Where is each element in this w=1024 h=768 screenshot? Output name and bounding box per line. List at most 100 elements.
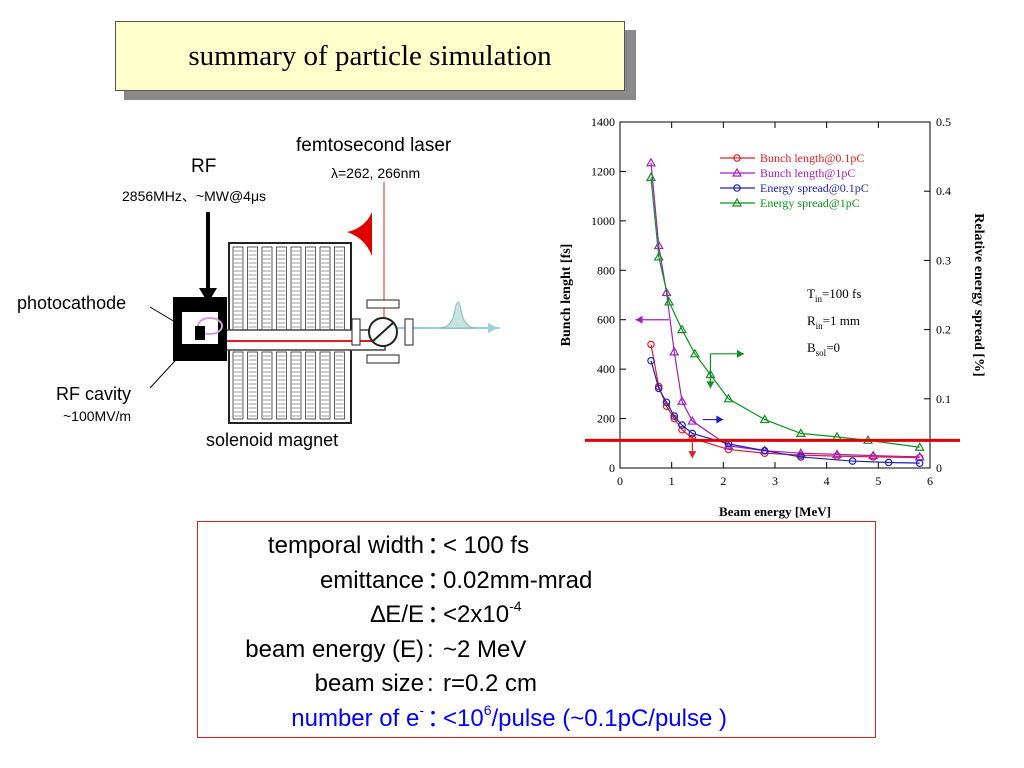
data-point: [661, 287, 672, 297]
data-point: [848, 457, 857, 465]
coil-segment: [305, 246, 316, 334]
annotation-line: Bsol=0: [807, 340, 840, 358]
rf-cavity: [173, 297, 227, 361]
coil-segment: [319, 351, 331, 420]
x-axis-label: Beam energy [MeV]: [719, 504, 831, 519]
summary-value: < 100 fs: [443, 532, 530, 559]
data-point: [654, 384, 663, 393]
title-text: summary of particle simulation: [188, 39, 552, 72]
y-tick-label: 600: [597, 313, 615, 327]
data-point: [687, 415, 698, 425]
data-point: [662, 398, 671, 407]
beam-arrow-head: [488, 323, 498, 333]
y-tick-label: 1200: [591, 164, 615, 178]
rf-spec: 2856MHz、~MW@4μs: [122, 188, 267, 204]
y-tick-label: 400: [597, 362, 615, 376]
coil-segment: [334, 351, 345, 420]
data-point: [914, 442, 925, 451]
summary-value: <2x10-4: [443, 598, 522, 628]
y-tick-label: 1400: [591, 115, 615, 129]
summary-row: temporal width： < 100 fs: [198, 530, 875, 562]
solenoid-magnet: [228, 242, 352, 424]
summary-row: beam energy (E): ~2 MeV: [198, 634, 875, 666]
summary-sep: ：: [427, 601, 451, 628]
series-line: [650, 360, 920, 464]
arrow-blue: [702, 415, 724, 424]
x-tick-label: 3: [772, 474, 778, 488]
data-point: [670, 412, 679, 420]
x-tick-label: 5: [875, 474, 881, 488]
coil-segment: [247, 246, 258, 334]
legend-label: Energy spread@1pC: [760, 196, 860, 210]
x-tick-label: 6: [927, 474, 933, 488]
coil-segment: [305, 351, 316, 420]
data-point: [759, 414, 770, 424]
coil-segment: [232, 351, 244, 420]
series-Energy spread@0.1pC: [647, 356, 924, 467]
rf-cavity-gradient: ~100MV/m: [63, 408, 132, 424]
rf-arrow-head: [199, 288, 217, 303]
data-point: [647, 356, 655, 365]
laser-pulse-icon: [347, 212, 372, 256]
photocathode-label: photocathode: [17, 293, 127, 313]
series-line: [650, 177, 920, 448]
arrow-purple: [635, 315, 670, 324]
rf-cavity-label: RF cavity: [56, 384, 132, 404]
summary-box: temporal width： < 100 fs emittance： 0.02mm…: [197, 521, 876, 738]
data-point: [723, 440, 734, 450]
annotation-line: Rin=1 mm: [807, 313, 860, 331]
chart-svg: 0 1 2 3 4 5 6020040060080010001200140000.10.20…: [559, 115, 986, 519]
data-point: [653, 240, 664, 250]
arrow-green-right: [710, 349, 744, 358]
y2-tick-label: 0.4: [936, 184, 951, 198]
data-point: [733, 184, 741, 192]
summary-key: beam energy (E): [245, 635, 424, 663]
gun-diagram: RF 2856MHz、~MW@4μs femtosecond laser λ=2…: [0, 120, 560, 480]
series-Energy spread@1pC: [645, 172, 925, 451]
summary-row: emittance： 0.02mm-mrad: [198, 565, 875, 597]
legend-label: Bunch length@0.1pC: [760, 151, 864, 165]
summary-row: beam size: r=0.2 cm: [198, 668, 875, 700]
x-tick-label: 0: [617, 474, 623, 488]
data-point: [723, 393, 734, 403]
legend-label: Bunch length@1pC: [760, 166, 855, 180]
arrow-green-down: [706, 353, 715, 389]
summary-key: ∆E/E: [370, 601, 424, 628]
summary-sep: ：: [427, 704, 451, 732]
data-point: [664, 296, 675, 306]
data-point: [689, 348, 700, 358]
rf-cavity-leader: [149, 349, 186, 389]
solenoid-label: solenoid magnet: [206, 430, 339, 450]
summary-sep: ：: [427, 532, 451, 559]
data-point: [678, 425, 686, 434]
y2-tick-label: 0.2: [936, 323, 951, 337]
laser-label: femtosecond laser: [296, 135, 452, 156]
coil-segment: [232, 246, 244, 334]
data-point: [669, 346, 680, 356]
y-axis-label: Bunch lenght [fs]: [559, 244, 574, 347]
data-point: [647, 340, 655, 349]
laser-wavelength: λ=262, 266nm: [331, 165, 421, 181]
y2-tick-label: 0.3: [936, 253, 951, 267]
summary-row-electrons: number of e-： <106/pulse (~0.1pC/pulse ): [198, 703, 875, 735]
rf-label: RF: [191, 156, 217, 177]
coil-segment: [261, 246, 273, 334]
data-point: [731, 197, 743, 207]
coil-segment: [276, 351, 287, 420]
data-point: [645, 157, 657, 167]
summary-sep: :: [427, 670, 434, 697]
coil-segment: [261, 351, 273, 420]
data-point: [797, 453, 805, 461]
chart-annotation: Tin=100 fs Rin=1 mm Bsol=0: [807, 286, 861, 358]
electron-pulse-icon: [439, 301, 477, 329]
summary-value: 0.02mm-mrad: [443, 566, 593, 594]
summary-sep: ：: [427, 566, 451, 594]
gun-diagram-svg: [149, 182, 500, 424]
summary-key: emittance: [319, 566, 424, 594]
data-point: [795, 428, 806, 437]
arrow-red: [688, 435, 697, 459]
data-point: [868, 450, 879, 460]
legend-label: Energy spread@0.1pC: [760, 181, 869, 195]
data-point: [678, 421, 686, 429]
summary-key: number of e-: [291, 701, 424, 732]
